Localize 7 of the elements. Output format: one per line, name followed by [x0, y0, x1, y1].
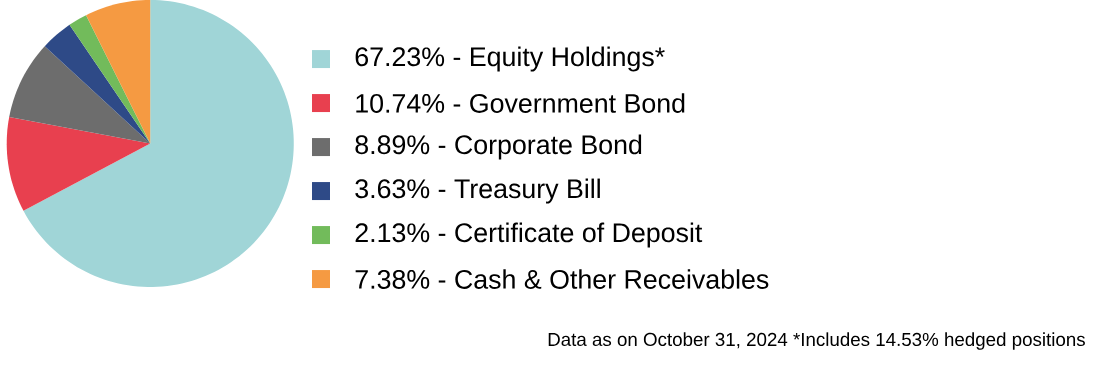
legend-label: 67.23% - Equity Holdings* — [355, 46, 665, 72]
legend-label: 8.89% - Corporate Bond — [355, 134, 642, 160]
text: Data as on October 31, 2024 *Includes 14.53% hedged positions — [548, 332, 1085, 350]
legend-label: 7.38% - Cash & Other Receivables — [355, 269, 769, 289]
legend-label: 3.63% - Treasury Bill — [355, 178, 600, 204]
legend-label: 2.13% - Certificate of Deposit — [355, 222, 703, 248]
legend-label: 10.74% - Government Bond — [356, 93, 685, 113]
